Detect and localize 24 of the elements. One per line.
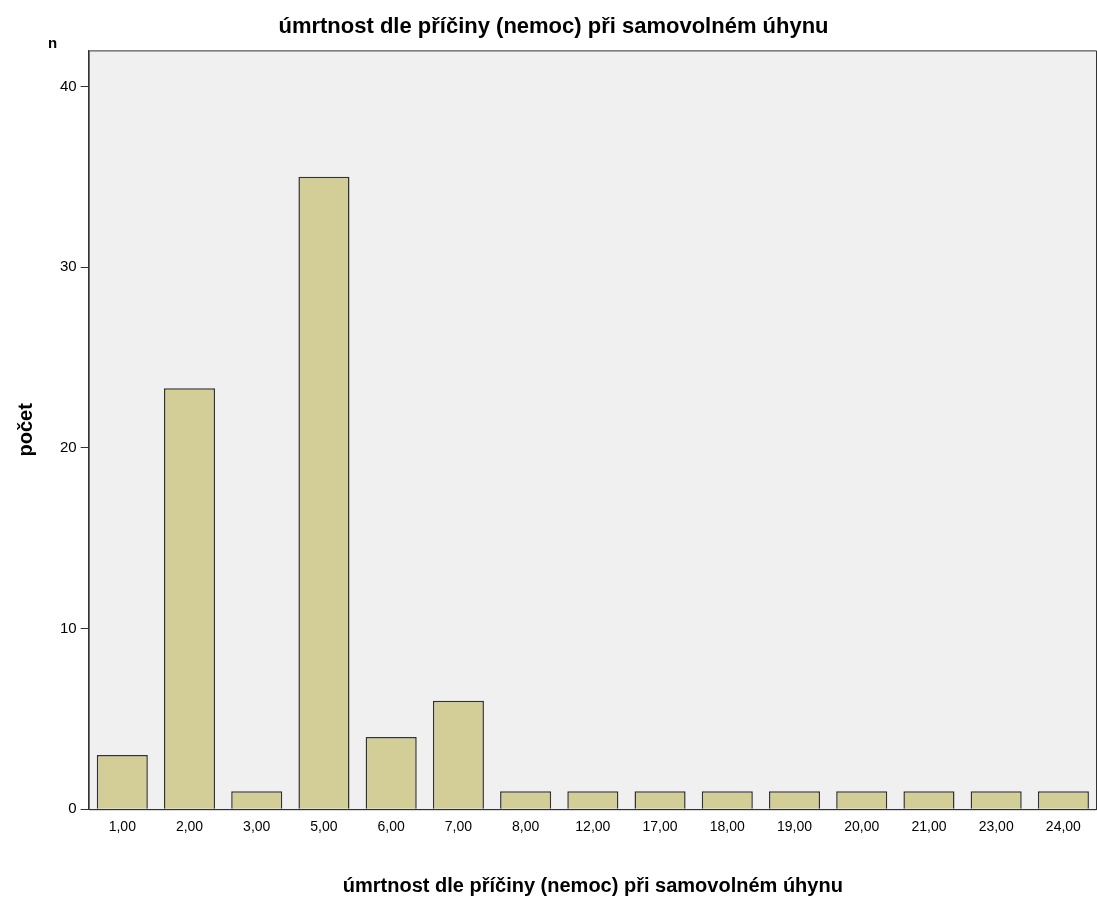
- text: n: [48, 34, 58, 51]
- x-tick-label: 3,00: [243, 818, 271, 835]
- y-tick-label: 0: [68, 799, 77, 817]
- x-tick-label: 12,00: [575, 818, 611, 835]
- chart-title: úmrtnost dle příčiny (nemoc) při samovolném úhynu: [278, 13, 829, 39]
- y-tick-label: 20: [60, 438, 77, 456]
- x-tick-label: 5,00: [310, 818, 338, 835]
- x-tick-label: 17,00: [642, 818, 678, 835]
- y-axis-title: počet: [13, 402, 36, 457]
- x-tick-label: 24,00: [1045, 818, 1082, 835]
- y-tick-label: 40: [60, 76, 77, 94]
- x-tick-label: 7,00: [444, 818, 473, 835]
- x-tick-label: 19,00: [776, 818, 813, 835]
- y-tick-label: 30: [60, 257, 77, 275]
- x-tick-label: 2,00: [175, 818, 204, 835]
- x-tick-label: 23,00: [978, 818, 1014, 835]
- y-tick-label: 10: [60, 618, 77, 636]
- x-tick-label: 21,00: [911, 818, 947, 835]
- x-tick-label: 6,00: [377, 818, 406, 835]
- x-tick-label: 1,00: [108, 818, 137, 835]
- x-axis-title: úmrtnost dle příčiny (nemoc) při samovolném úhynu: [342, 873, 843, 896]
- x-tick-label: 18,00: [709, 818, 746, 835]
- x-tick-label: 8,00: [512, 818, 540, 835]
- x-tick-label: 20,00: [844, 818, 880, 835]
